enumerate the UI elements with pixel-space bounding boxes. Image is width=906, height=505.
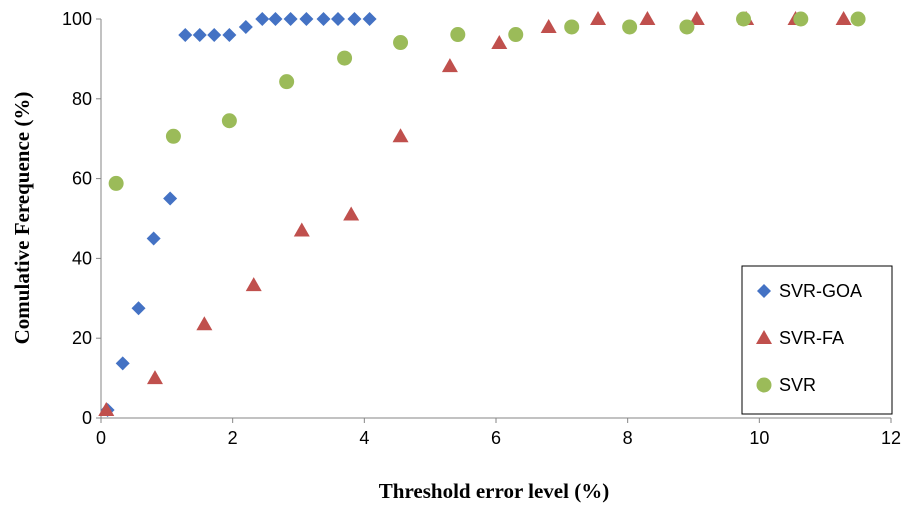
data-point (337, 50, 353, 66)
legend-label: SVR-FA (779, 328, 844, 348)
data-point (508, 27, 524, 43)
y-axis-title: Comulative Ferequence (%) (10, 92, 34, 345)
data-point (362, 12, 377, 26)
data-point (238, 19, 253, 34)
x-tick-label: 2 (228, 428, 238, 448)
legend-item-svr: SVR (756, 375, 816, 395)
data-point (192, 27, 207, 42)
series-svr-fa (98, 11, 852, 417)
data-point (131, 301, 146, 316)
legend-item-svr-fa: SVR-FA (756, 328, 844, 348)
x-tick-label: 8 (623, 428, 633, 448)
x-tick-label: 12 (881, 428, 901, 448)
legend-item-svr-goa: SVR-GOA (757, 281, 862, 301)
legend-marker (756, 330, 772, 344)
data-point (146, 370, 163, 385)
data-point (679, 19, 695, 35)
data-point (564, 19, 580, 35)
legend-label: SVR-GOA (779, 281, 862, 301)
data-point (343, 206, 360, 221)
data-point (255, 12, 270, 26)
data-point (207, 27, 222, 42)
data-point (622, 19, 638, 35)
data-point (108, 175, 124, 191)
y-tick-label: 60 (72, 169, 92, 189)
data-point (347, 12, 362, 26)
data-point (283, 12, 298, 26)
data-point (196, 316, 213, 331)
data-point (540, 18, 557, 33)
data-point (491, 34, 508, 49)
data-point (316, 12, 331, 26)
data-point (163, 191, 178, 206)
data-point (293, 222, 310, 237)
data-point (222, 27, 237, 42)
data-point (850, 11, 866, 27)
data-point (835, 11, 852, 25)
data-point (441, 58, 458, 73)
data-series (98, 11, 866, 418)
data-point (331, 12, 345, 26)
x-tick-label: 10 (749, 428, 769, 448)
data-point (146, 231, 161, 246)
data-point (178, 27, 193, 42)
x-tick-label: 6 (491, 428, 501, 448)
axes (96, 18, 892, 423)
data-point (392, 128, 409, 143)
y-tick-labels: 0 20 40 60 80 100 (62, 9, 92, 428)
y-tick-label: 40 (72, 248, 92, 268)
data-point (393, 35, 409, 51)
legend-marker (756, 377, 772, 393)
series-svr (108, 11, 866, 191)
data-point (639, 11, 656, 25)
y-tick-label: 20 (72, 328, 92, 348)
data-point (793, 11, 809, 27)
x-axis-title: Threshold error level (%) (379, 479, 609, 503)
x-tick-label: 0 (96, 428, 106, 448)
data-point (221, 113, 237, 129)
data-point (736, 11, 752, 27)
series-svr-goa (100, 12, 377, 418)
data-point (688, 11, 705, 25)
data-point (165, 128, 181, 144)
x-tick-label: 4 (359, 428, 369, 448)
data-point (279, 74, 295, 90)
data-point (299, 12, 314, 26)
legend-label: SVR (779, 375, 816, 395)
x-tick-labels: 0 2 4 6 8 10 12 (96, 428, 901, 448)
legend-marker (757, 284, 771, 298)
y-tick-label: 80 (72, 89, 92, 109)
data-point (115, 356, 130, 371)
data-point (268, 12, 283, 26)
legend: SVR-GOA SVR-FA SVR (741, 265, 893, 415)
data-point (450, 27, 466, 43)
data-point (590, 11, 607, 25)
y-tick-label: 0 (82, 408, 92, 428)
data-point (245, 277, 262, 292)
y-tick-label: 100 (62, 9, 92, 29)
data-point (98, 402, 115, 417)
